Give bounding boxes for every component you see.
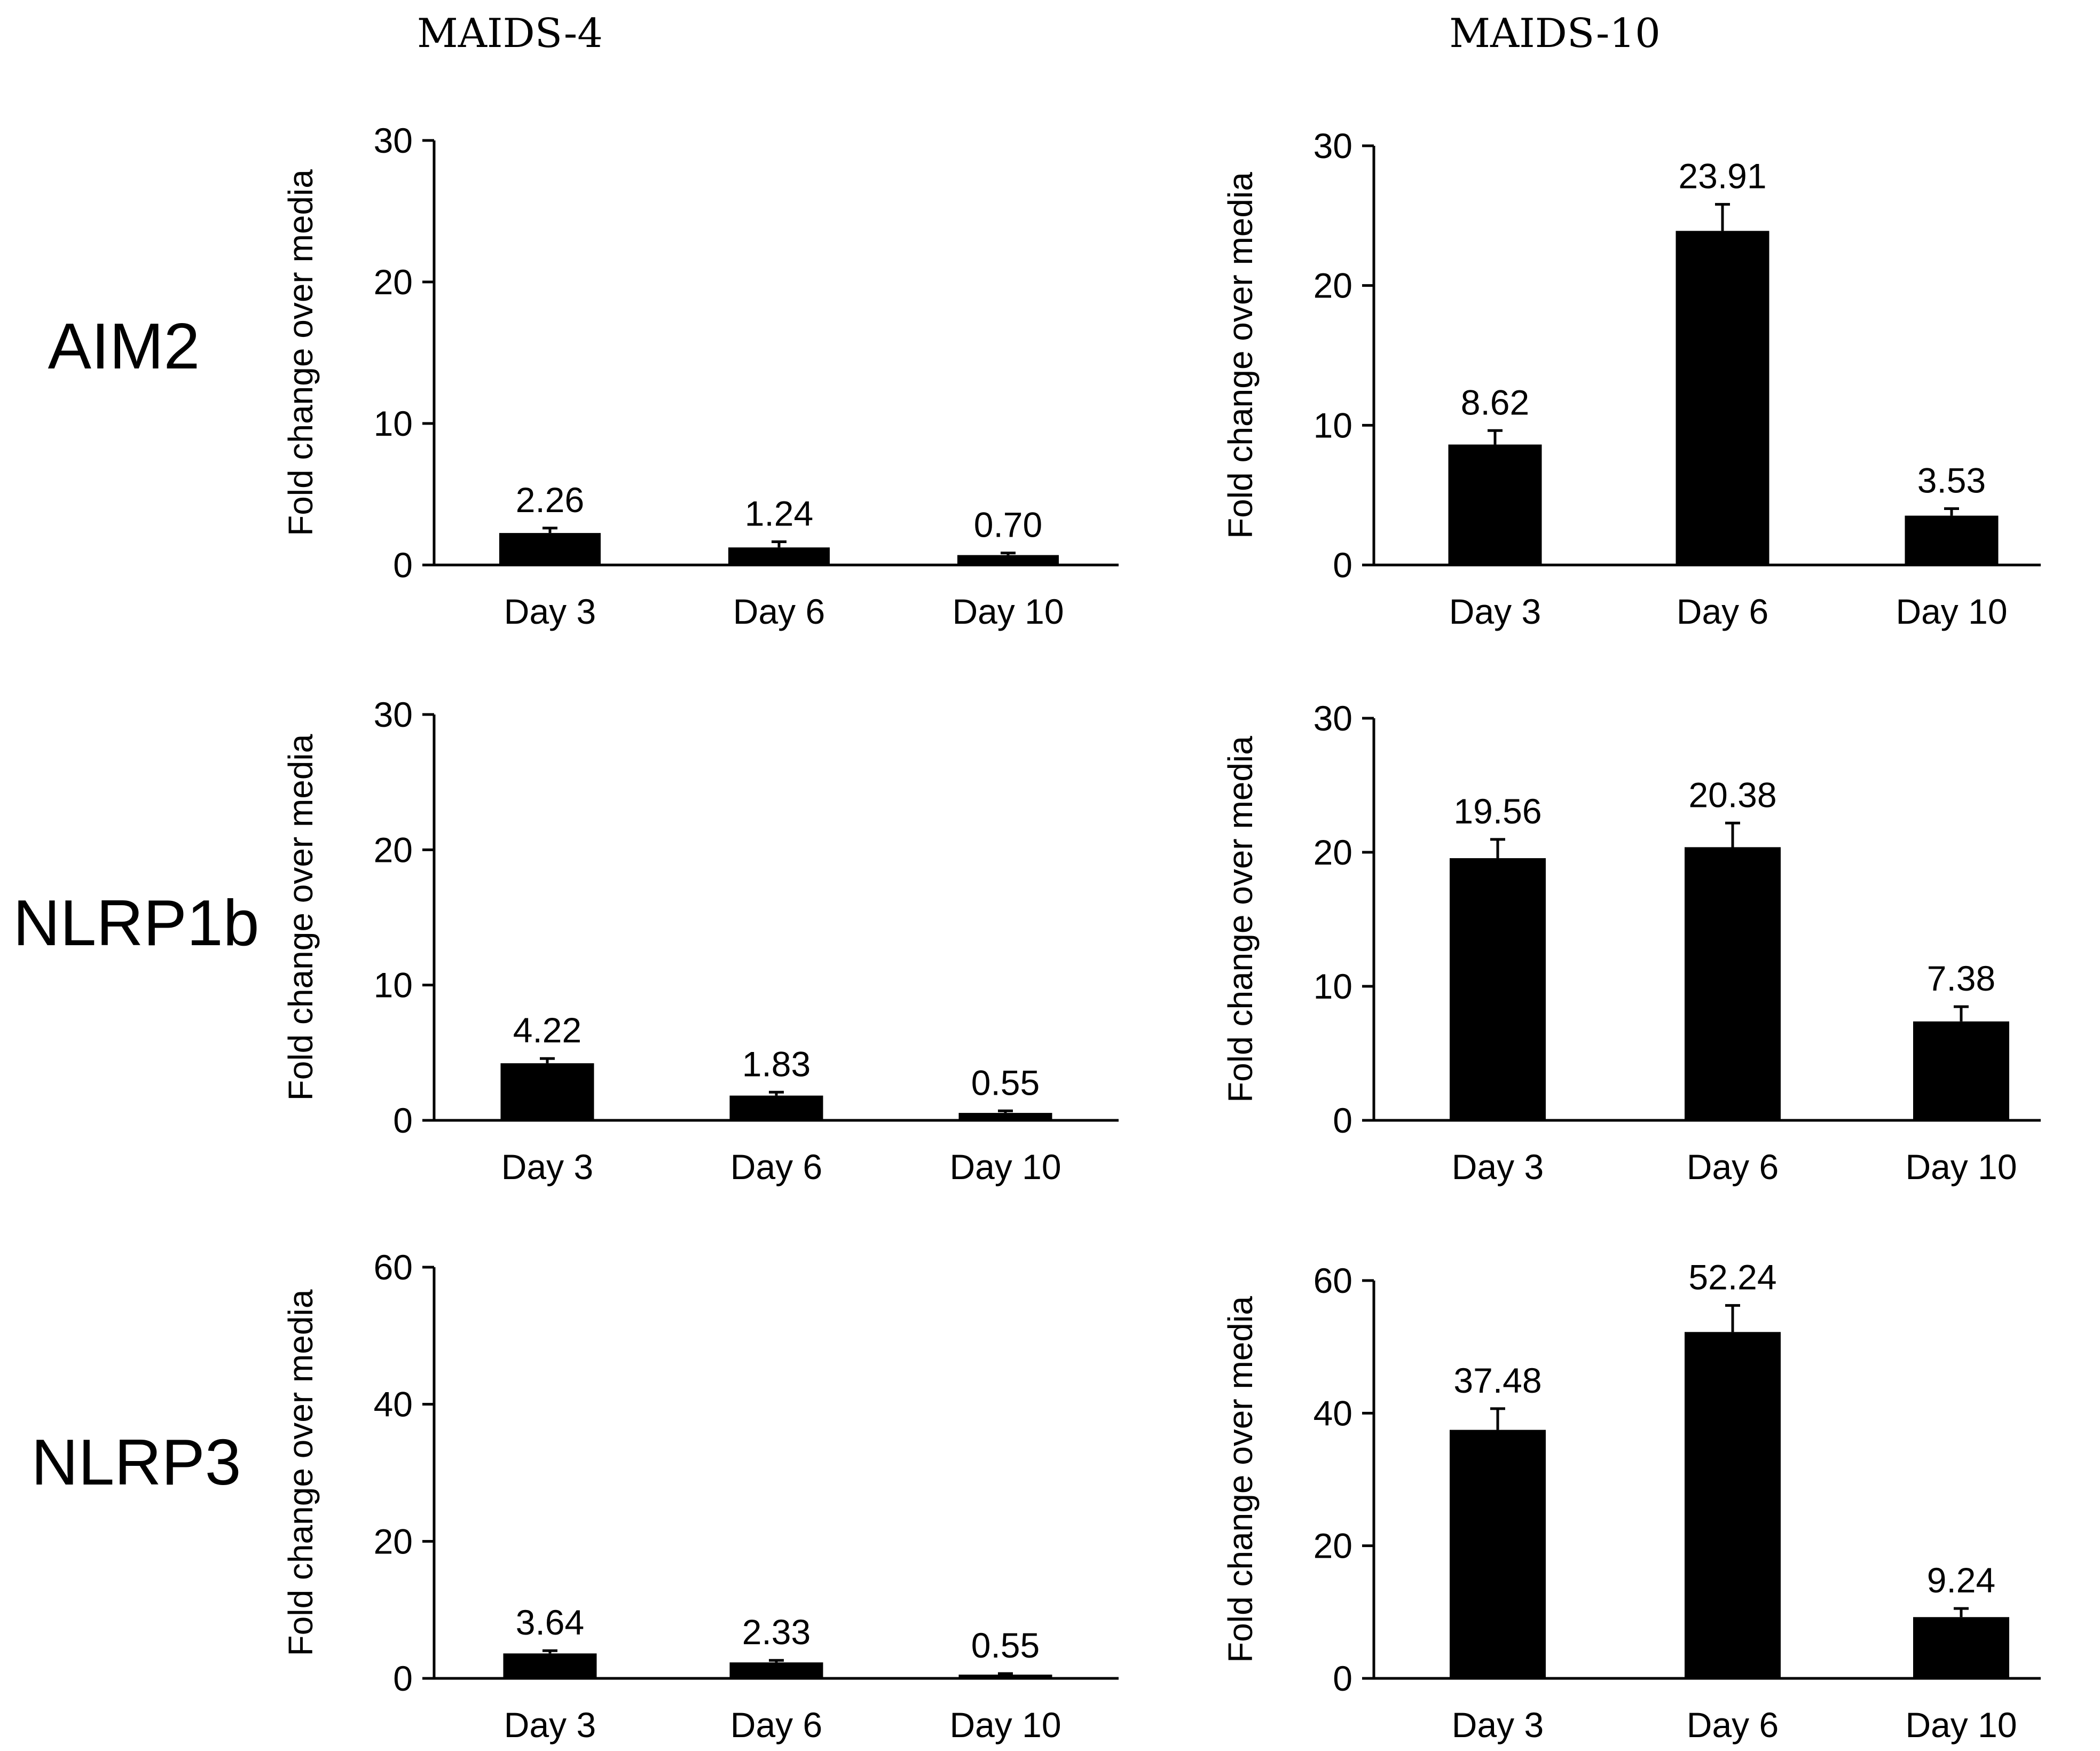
y-tick-label: 10: [1314, 405, 1352, 445]
x-tick-label: Day 3: [501, 1147, 593, 1187]
bar: [1905, 515, 1999, 565]
data-label: 52.24: [1688, 1258, 1776, 1297]
data-label: 4.22: [513, 1010, 581, 1050]
bar: [728, 547, 830, 565]
bar: [503, 1653, 597, 1678]
x-tick-label: Day 6: [1687, 1705, 1779, 1745]
bar-chart-panel: 0 10 20 30 Fold change over media 2.26 Day 3 1.…: [281, 121, 1119, 631]
x-tick-label: Day 6: [730, 1705, 822, 1745]
y-tick-label: 0: [1333, 1101, 1352, 1140]
x-tick-label: Day 10: [1895, 592, 2007, 631]
y-tick-label: 0: [393, 545, 413, 585]
y-tick-label: 20: [374, 830, 413, 869]
data-label: 7.38: [1927, 959, 1995, 998]
x-tick-label: Day 6: [733, 592, 825, 631]
bar: [729, 1662, 823, 1678]
y-tick-label: 20: [1314, 1526, 1352, 1566]
x-tick-label: Day 6: [730, 1147, 822, 1187]
y-axis-label: Fold change over media: [281, 734, 320, 1101]
y-tick-label: 60: [1314, 1261, 1352, 1300]
y-tick-label: 20: [374, 262, 413, 302]
x-tick-label: Day 6: [1677, 592, 1768, 631]
y-tick-label: 0: [393, 1101, 413, 1140]
x-tick-label: Day 6: [1687, 1147, 1779, 1187]
bar: [1450, 1430, 1546, 1678]
bar: [1913, 1021, 2009, 1120]
bar-chart-panel: 0 20 40 60 Fold change over media 3.64 Day 3 2.…: [281, 1247, 1119, 1745]
x-tick-label: Day 10: [949, 1147, 1061, 1187]
bar: [499, 533, 601, 565]
y-tick-label: 0: [1333, 1659, 1352, 1698]
bar: [1676, 231, 1769, 566]
y-tick-label: 30: [1314, 126, 1352, 166]
y-tick-label: 30: [374, 695, 413, 734]
bar-chart-panel: 0 10 20 30 Fold change over media 4.22 Day 3 1.…: [281, 695, 1119, 1187]
x-tick-label: Day 3: [504, 592, 596, 631]
bar-chart-panel: 0 10 20 30 Fold change over media 8.62 Day 3 23…: [1221, 126, 2041, 631]
y-axis-label: Fold change over media: [1221, 736, 1260, 1103]
bar: [1450, 858, 1546, 1120]
bar: [1685, 847, 1781, 1120]
x-tick-label: Day 10: [1905, 1705, 2017, 1745]
bar: [958, 1674, 1052, 1678]
data-label: 1.24: [745, 494, 813, 533]
y-tick-label: 10: [1314, 967, 1352, 1006]
data-label: 2.26: [516, 480, 584, 520]
chart-panels: 0 10 20 30 Fold change over media 2.26 Day 3 1.…: [281, 121, 2041, 1745]
data-label: 3.64: [516, 1603, 584, 1642]
x-tick-label: Day 3: [504, 1705, 596, 1745]
bar-chart-panel: 0 10 20 30 Fold change over media 19.56 Day 3 2…: [1221, 698, 2041, 1187]
y-tick-label: 20: [1314, 266, 1352, 305]
y-tick-label: 30: [374, 121, 413, 160]
bar: [729, 1095, 823, 1120]
y-tick-label: 30: [1314, 698, 1352, 738]
column-title-maids-4: MAIDS-4: [417, 10, 603, 57]
data-label: 0.70: [974, 505, 1042, 544]
y-tick-label: 20: [1314, 833, 1352, 872]
y-tick-label: 0: [1333, 545, 1352, 585]
x-tick-label: Day 3: [1452, 1705, 1544, 1745]
bar: [1448, 444, 1542, 565]
bar: [1685, 1332, 1781, 1678]
row-label-aim2: AIM2: [48, 310, 200, 382]
y-tick-label: 0: [393, 1659, 413, 1698]
bar-chart-panel: 0 20 40 60 Fold change over media 37.48 Day 3 5…: [1221, 1258, 2041, 1745]
y-tick-label: 20: [374, 1521, 413, 1561]
data-label: 1.83: [742, 1044, 811, 1083]
data-label: 19.56: [1453, 791, 1541, 831]
data-label: 9.24: [1927, 1560, 1995, 1600]
row-label-nlrp3: NLRP3: [31, 1426, 241, 1498]
bar: [958, 1113, 1052, 1120]
data-label: 3.53: [1917, 461, 1986, 500]
column-title-maids-10: MAIDS-10: [1449, 10, 1661, 57]
data-label: 37.48: [1453, 1361, 1541, 1400]
data-label: 0.55: [971, 1063, 1040, 1102]
data-label: 23.91: [1678, 156, 1766, 196]
y-axis-label: Fold change over media: [281, 169, 320, 536]
y-tick-label: 10: [374, 404, 413, 443]
y-tick-label: 40: [1314, 1393, 1352, 1433]
bar: [500, 1063, 594, 1120]
row-label-nlrp1b: NLRP1b: [13, 886, 259, 959]
y-axis-label: Fold change over media: [281, 1289, 320, 1656]
x-tick-label: Day 10: [1905, 1147, 2017, 1187]
y-axis-label: Fold change over media: [1221, 1296, 1260, 1663]
data-label: 8.62: [1461, 382, 1529, 422]
x-tick-label: Day 3: [1449, 592, 1541, 631]
x-tick-label: Day 10: [949, 1705, 1061, 1745]
y-tick-label: 40: [374, 1385, 413, 1424]
x-tick-label: Day 3: [1452, 1147, 1544, 1187]
x-tick-label: Day 10: [952, 592, 1064, 631]
data-label: 2.33: [742, 1612, 811, 1652]
data-label: 0.55: [971, 1626, 1040, 1665]
bar: [1913, 1617, 2009, 1678]
bar: [957, 555, 1059, 565]
data-label: 20.38: [1688, 775, 1776, 814]
y-tick-label: 60: [374, 1247, 413, 1287]
y-tick-label: 10: [374, 965, 413, 1005]
y-axis-label: Fold change over media: [1221, 172, 1260, 539]
